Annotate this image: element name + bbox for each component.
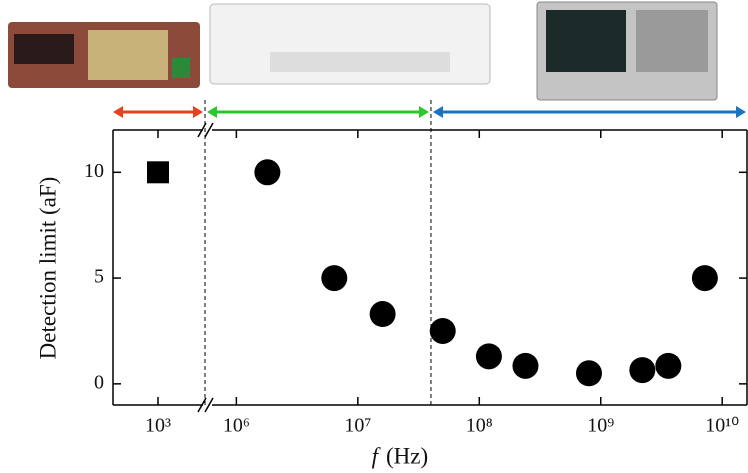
axis-break [204,397,214,413]
data-point [629,357,656,384]
data-point [512,352,539,379]
axis-break [204,122,214,138]
instrument-panel [88,30,168,80]
data-point [147,161,169,184]
data-point [321,265,348,292]
y-axis-label: Detection limit (aF) [35,177,60,360]
data-point [655,352,682,379]
range-arrowhead [113,106,203,118]
x-tick-label: 10⁹ [587,415,614,437]
x-tick-label: 10⁶ [223,415,250,437]
x-axis-variable: f [372,443,382,468]
data-point [429,317,456,344]
data-point [254,159,281,186]
axis-break [197,397,207,413]
instrument-display [14,34,74,64]
instrument-connectors [270,52,450,72]
instrument-button [172,58,190,78]
y-tick-label: 10 [84,160,104,182]
x-tick-label: 10⁸ [466,415,493,437]
x-axis-unit: (Hz) [386,443,428,468]
instrument-keypad [636,10,708,72]
x-tick-label: 10⁷ [344,415,371,437]
y-tick-label: 5 [94,266,104,288]
data-point [475,343,502,370]
x-tick-label: 10³ [145,415,171,437]
y-tick-label: 0 [94,371,104,393]
x-tick-label: 10¹⁰ [705,415,739,437]
axis-break [197,122,207,138]
data-point [369,301,396,328]
data-point [691,265,718,292]
data-point [575,360,602,387]
instrument-photos [8,1,718,101]
instrument-screen [546,10,626,72]
